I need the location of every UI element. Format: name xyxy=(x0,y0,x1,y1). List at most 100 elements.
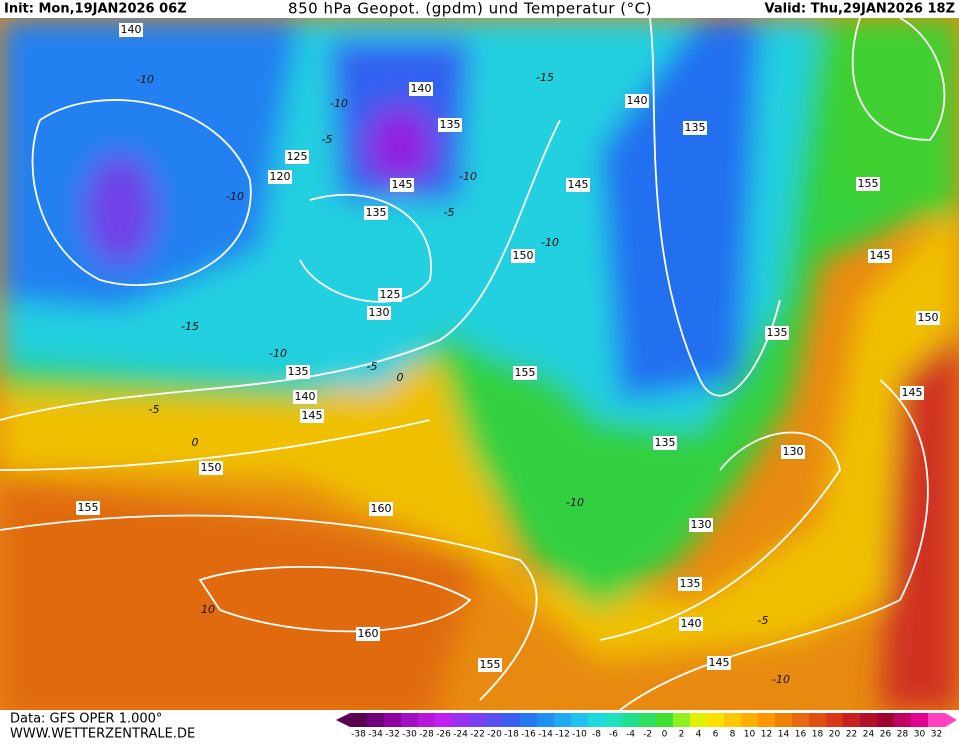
label-box xyxy=(511,249,535,263)
contour-label: 140 xyxy=(411,82,432,95)
colorbar-arrow-right xyxy=(945,713,957,727)
colorbar-label: 24 xyxy=(863,730,875,740)
contour-label: 120 xyxy=(270,170,291,183)
website: WWW.WETTERZENTRALE.DE xyxy=(10,727,195,742)
colorbar-swatch xyxy=(775,713,793,727)
colorbar-label: 20 xyxy=(829,730,841,740)
label-box xyxy=(856,177,880,191)
colorbar-label: -28 xyxy=(419,730,434,740)
colorbar-label: 2 xyxy=(679,730,685,740)
colorbar-label: -16 xyxy=(521,730,536,740)
contour-label: 135 xyxy=(288,365,309,378)
contour-label: 135 xyxy=(685,121,706,134)
temperature-label: -5 xyxy=(367,360,378,373)
colorbar-swatch xyxy=(928,713,946,727)
temperature-label: -5 xyxy=(444,206,455,219)
contour-labels: 140 140 135 125 120 145 135 150 145 140 135 155 145 1… xyxy=(76,23,940,686)
colorbar-label: -14 xyxy=(538,730,553,740)
colorbar-label: -2 xyxy=(643,730,652,740)
colorbar-swatch xyxy=(503,713,521,727)
colorbar-swatch xyxy=(792,713,810,727)
colorbar-swatch xyxy=(911,713,929,727)
colorbar-swatch xyxy=(826,713,844,727)
colorbar-swatch xyxy=(418,713,436,727)
label-box xyxy=(678,577,702,591)
label-box xyxy=(707,656,731,670)
colorbar-swatch xyxy=(758,713,776,727)
contour-label: 135 xyxy=(655,436,676,449)
colorbar-label: -4 xyxy=(626,730,635,740)
contour-label: 125 xyxy=(287,150,308,163)
contour-label: 140 xyxy=(295,390,316,403)
colorbar-label: -26 xyxy=(436,730,451,740)
contour-label: 140 xyxy=(121,23,142,36)
colorbar-swatch xyxy=(588,713,606,727)
colorbar-label: 22 xyxy=(846,730,857,740)
contour-label: 145 xyxy=(568,178,589,191)
init-time: Init: Mon,19JAN2026 06Z xyxy=(4,2,187,17)
colorbar-swatch xyxy=(639,713,657,727)
temperature-label: -15 xyxy=(181,320,199,333)
colorbar-swatch xyxy=(622,713,640,727)
contour-label: 155 xyxy=(480,658,501,671)
colorbar-label: -34 xyxy=(368,730,383,740)
label-box xyxy=(285,150,309,164)
colorbar-arrow-left xyxy=(336,713,350,727)
contour-label: 125 xyxy=(380,288,401,301)
colorbar-label: 4 xyxy=(696,730,702,740)
temperature-label: 0 xyxy=(192,436,199,449)
colorbar-label: 10 xyxy=(744,730,756,740)
colorbar-swatch xyxy=(384,713,402,727)
label-box xyxy=(689,518,713,532)
contour-label: 150 xyxy=(513,249,534,262)
label-box xyxy=(268,170,292,184)
colorbar-swatch xyxy=(537,713,555,727)
colorbar-label: 16 xyxy=(795,730,807,740)
colorbar-swatch xyxy=(452,713,470,727)
colorbar-label: -38 xyxy=(351,730,366,740)
label-box xyxy=(625,94,649,108)
colorbar-swatch xyxy=(520,713,538,727)
temperature-label: -15 xyxy=(536,71,554,84)
colorbar-swatch xyxy=(656,713,674,727)
colorbar-swatch xyxy=(469,713,487,727)
colorbar-swatch xyxy=(554,713,572,727)
temperature-label: -5 xyxy=(149,403,160,416)
colorbar-swatch xyxy=(673,713,691,727)
colorbar-label: -18 xyxy=(504,730,519,740)
temperature-label: -5 xyxy=(322,133,333,146)
temperature-label: -10 xyxy=(541,236,559,249)
contour-label: 145 xyxy=(870,249,891,262)
label-box xyxy=(566,178,590,192)
map-title: 850 hPa Geopot. (gpdm) und Temperatur (°… xyxy=(288,0,652,18)
label-box xyxy=(369,502,393,516)
label-box xyxy=(409,82,433,96)
colorbar-swatch xyxy=(707,713,725,727)
label-box xyxy=(513,366,537,380)
contour-label: 130 xyxy=(783,445,804,458)
colorbar-label: -30 xyxy=(402,730,417,740)
colorbar-label: -32 xyxy=(385,730,400,740)
colorbar-label: -12 xyxy=(555,730,570,740)
label-box xyxy=(868,249,892,263)
colorbar-swatch xyxy=(435,713,453,727)
contour-label: 150 xyxy=(918,311,939,324)
label-box xyxy=(119,23,143,37)
label-box xyxy=(653,436,677,450)
colorbar-label: 26 xyxy=(880,730,892,740)
temperature-label: -10 xyxy=(330,97,348,110)
colorbar-swatch xyxy=(367,713,385,727)
contour-label: 155 xyxy=(858,177,879,190)
label-box xyxy=(293,390,317,404)
temperature-label: -10 xyxy=(459,170,477,183)
colorbar-swatch xyxy=(571,713,589,727)
colorbar-label: 28 xyxy=(897,730,909,740)
colorbar-label: 12 xyxy=(761,730,772,740)
colorbar-label: -10 xyxy=(572,730,587,740)
colorbar-swatch xyxy=(860,713,878,727)
label-box xyxy=(390,178,414,192)
contour-label: 150 xyxy=(201,461,222,474)
colorbar: -38 -34 -32 -30 -28 -26 -24 -22 -20 -18 -16 -14 -12-… xyxy=(336,713,957,740)
label-box xyxy=(76,501,100,515)
